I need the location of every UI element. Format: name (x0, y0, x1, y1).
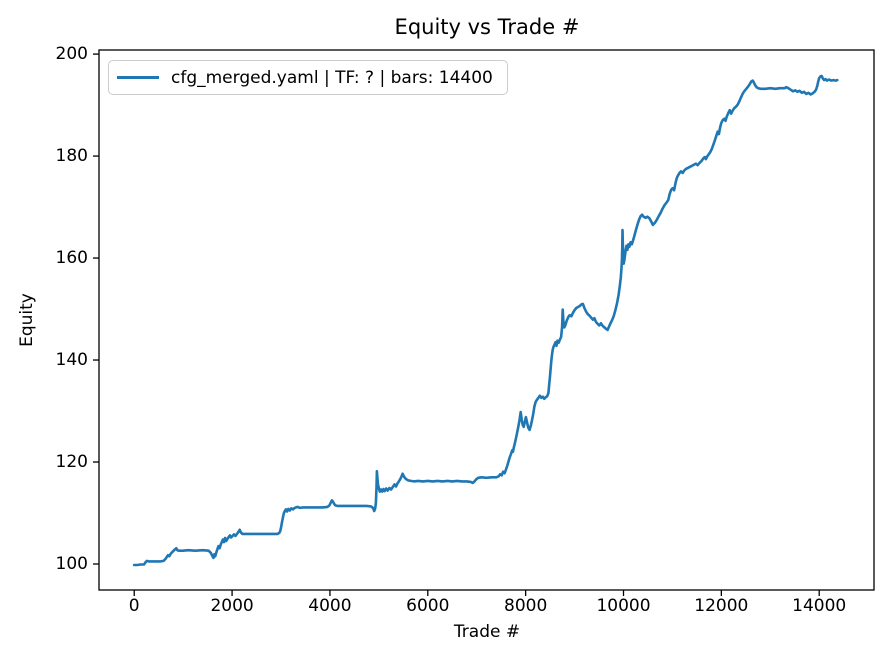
y-tick-label: 120 (55, 452, 88, 472)
y-tick-label: 160 (55, 248, 88, 269)
x-tick-label: 8000 (504, 596, 548, 616)
x-tick-label: 0 (128, 596, 140, 616)
equity-curve (132, 74, 839, 567)
chart-title: Equity vs Trade # (394, 15, 580, 39)
x-tick-label: 12000 (694, 596, 749, 616)
x-tick-label: 10000 (596, 596, 651, 616)
y-tick-label: 200 (55, 44, 88, 65)
y-axis-label: Equity (17, 293, 37, 347)
legend: cfg_merged.yaml | TF: ? | bars: 14400 (108, 60, 508, 95)
legend-line-swatch (117, 76, 159, 79)
x-tick-label: 2000 (210, 596, 254, 616)
x-axis-label: Trade # (453, 622, 521, 642)
x-tick-label: 14000 (792, 596, 847, 616)
y-tick-label: 180 (55, 146, 88, 167)
y-tick-label: 100 (55, 553, 88, 574)
x-tick-label: 6000 (406, 596, 450, 616)
axes-frame (98, 49, 875, 591)
y-tick-label: 140 (55, 350, 88, 371)
legend-label: cfg_merged.yaml | TF: ? | bars: 14400 (171, 67, 493, 88)
x-tick-label: 4000 (308, 596, 352, 616)
